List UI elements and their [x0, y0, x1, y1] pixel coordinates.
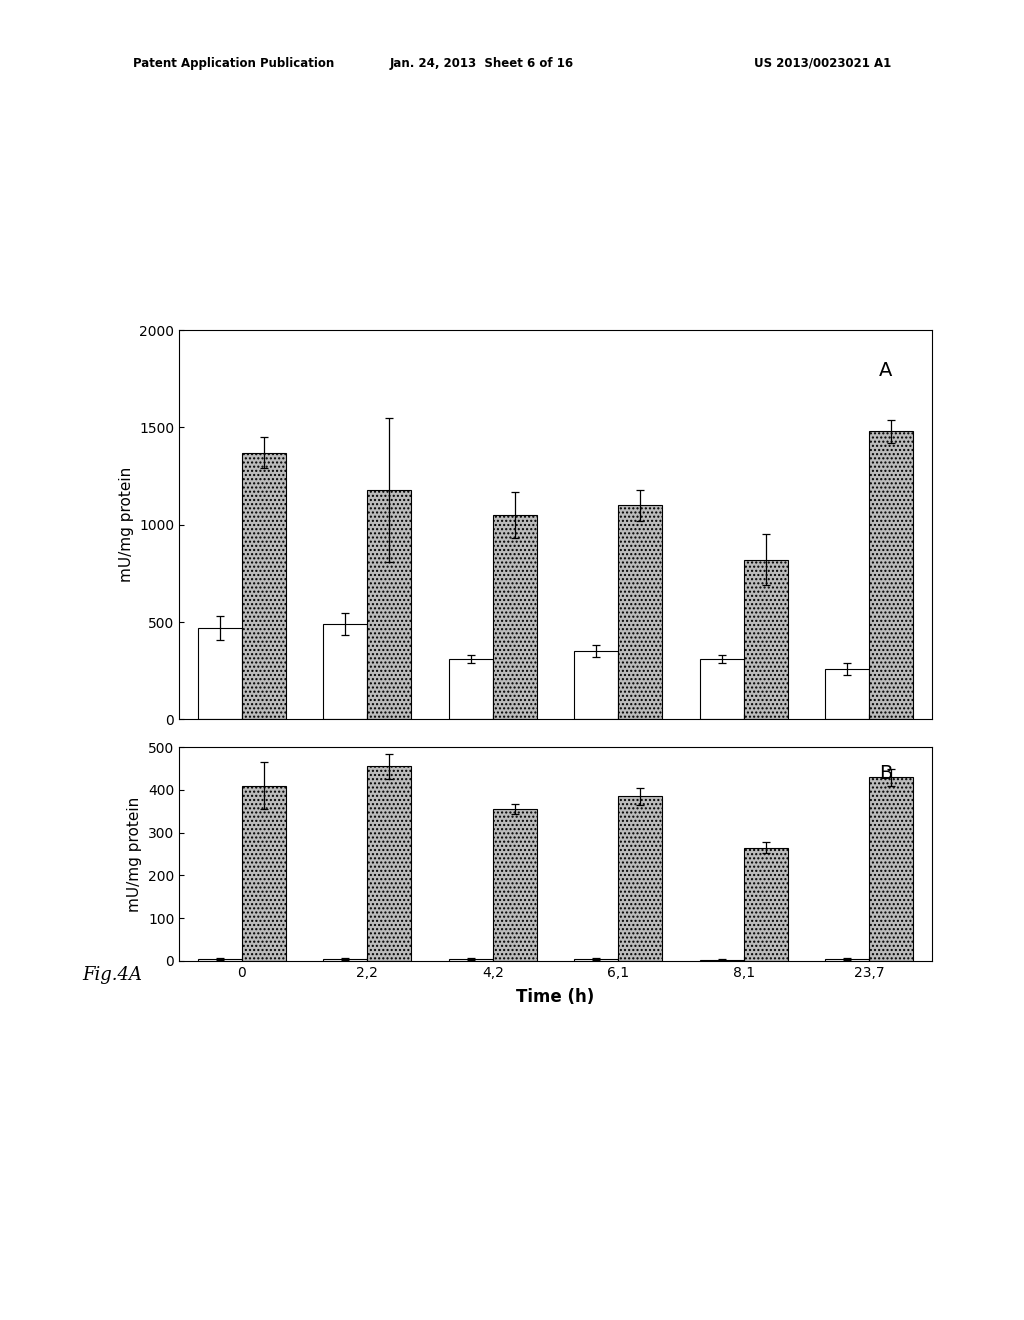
Bar	[743, 560, 787, 719]
Bar	[574, 958, 618, 961]
Text: B: B	[880, 764, 893, 783]
Bar	[825, 958, 869, 961]
Bar	[324, 624, 368, 719]
Bar	[743, 847, 787, 961]
Bar	[368, 490, 412, 719]
Bar	[869, 432, 913, 719]
Text: Patent Application Publication: Patent Application Publication	[133, 57, 335, 70]
Y-axis label: mU/mg protein: mU/mg protein	[127, 796, 142, 912]
X-axis label: Time (h): Time (h)	[516, 989, 595, 1006]
Y-axis label: mU/mg protein: mU/mg protein	[119, 467, 134, 582]
Bar	[493, 515, 537, 719]
Bar	[618, 506, 663, 719]
Bar	[198, 628, 242, 719]
Bar	[242, 785, 286, 961]
Bar	[825, 669, 869, 719]
Bar	[242, 453, 286, 719]
Bar	[618, 796, 663, 961]
Bar	[449, 659, 493, 719]
Bar	[324, 958, 368, 961]
Bar	[449, 958, 493, 961]
Text: Jan. 24, 2013  Sheet 6 of 16: Jan. 24, 2013 Sheet 6 of 16	[389, 57, 573, 70]
Text: Fig.4A: Fig.4A	[82, 966, 142, 985]
Bar	[869, 777, 913, 961]
Bar	[493, 809, 537, 961]
Bar	[198, 958, 242, 961]
Text: A: A	[880, 362, 893, 380]
Bar	[699, 659, 743, 719]
Text: US 2013/0023021 A1: US 2013/0023021 A1	[754, 57, 891, 70]
Bar	[574, 651, 618, 719]
Bar	[368, 767, 412, 961]
